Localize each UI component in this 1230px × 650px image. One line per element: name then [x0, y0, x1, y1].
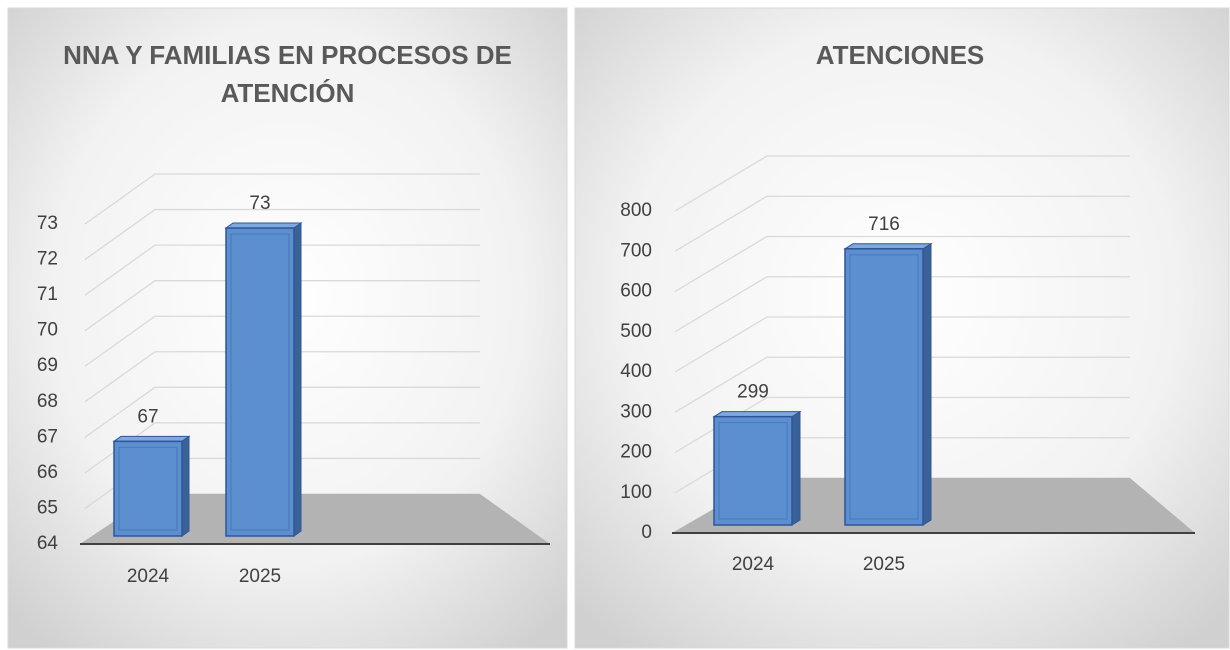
y-tick-label: 400 — [620, 361, 652, 382]
grid-line — [84, 315, 480, 367]
y-tick-label: 66 — [37, 462, 58, 483]
y-tick-label: 73 — [37, 213, 58, 234]
bar-side — [293, 222, 302, 537]
y-tick-label: 800 — [620, 200, 652, 221]
grid-line — [84, 173, 480, 225]
y-tick-label: 0 — [641, 522, 652, 543]
value-label: 67 — [137, 406, 158, 427]
x-tick-label: 2024 — [127, 566, 170, 587]
x-tick-label: 2025 — [239, 566, 281, 587]
floor — [80, 494, 550, 544]
y-tick-label: 69 — [37, 355, 58, 376]
grid-line — [674, 195, 1130, 252]
floor — [672, 478, 1195, 533]
chart-title: NNA Y FAMILIAS EN PROCESOS DE ATENCIÓN — [63, 40, 512, 108]
bar — [844, 248, 924, 526]
grid-line — [84, 422, 480, 474]
bar-side — [791, 410, 801, 526]
x-tick-label: 2024 — [732, 554, 775, 575]
bar-side — [922, 242, 932, 526]
y-tick-label: 500 — [620, 321, 652, 342]
grid-line — [84, 208, 480, 261]
bar — [225, 227, 295, 537]
y-tick-label: 300 — [620, 401, 652, 422]
y-tick-label: 64 — [37, 533, 59, 554]
y-tick-label: 700 — [620, 240, 652, 261]
x-tick-label: 2025 — [863, 554, 905, 575]
bar-side — [181, 435, 190, 537]
grid-line — [674, 316, 1130, 373]
bar — [113, 440, 183, 537]
y-tick-label: 68 — [37, 391, 58, 412]
bar-top — [112, 435, 191, 442]
grid-line — [674, 155, 1130, 212]
y-tick-label: 100 — [620, 482, 652, 503]
bar-inner — [230, 233, 290, 531]
y-tick-label: 67 — [37, 426, 58, 447]
grid-line — [84, 244, 480, 296]
y-tick-label: 200 — [620, 442, 652, 463]
grid-line — [84, 351, 480, 403]
grid-line — [674, 396, 1130, 454]
value-label: 73 — [249, 193, 270, 214]
y-tick-label: 70 — [37, 320, 58, 341]
y-tick-label: 65 — [37, 497, 58, 518]
grid-line — [674, 276, 1130, 333]
grid-line — [84, 280, 480, 332]
grid-line — [674, 356, 1130, 413]
y-tick-label: 71 — [37, 284, 58, 305]
grid-line — [674, 235, 1130, 293]
chart-title: ATENCIONES — [815, 40, 985, 70]
value-label: 299 — [737, 382, 769, 403]
y-tick-label: 72 — [37, 249, 58, 270]
y-tick-label: 600 — [620, 281, 652, 302]
bar-inner — [718, 422, 788, 520]
bar-inner — [849, 254, 919, 520]
bar — [713, 415, 793, 526]
bar-inner — [118, 446, 178, 531]
grid-line — [84, 386, 480, 438]
value-label: 716 — [868, 214, 900, 235]
